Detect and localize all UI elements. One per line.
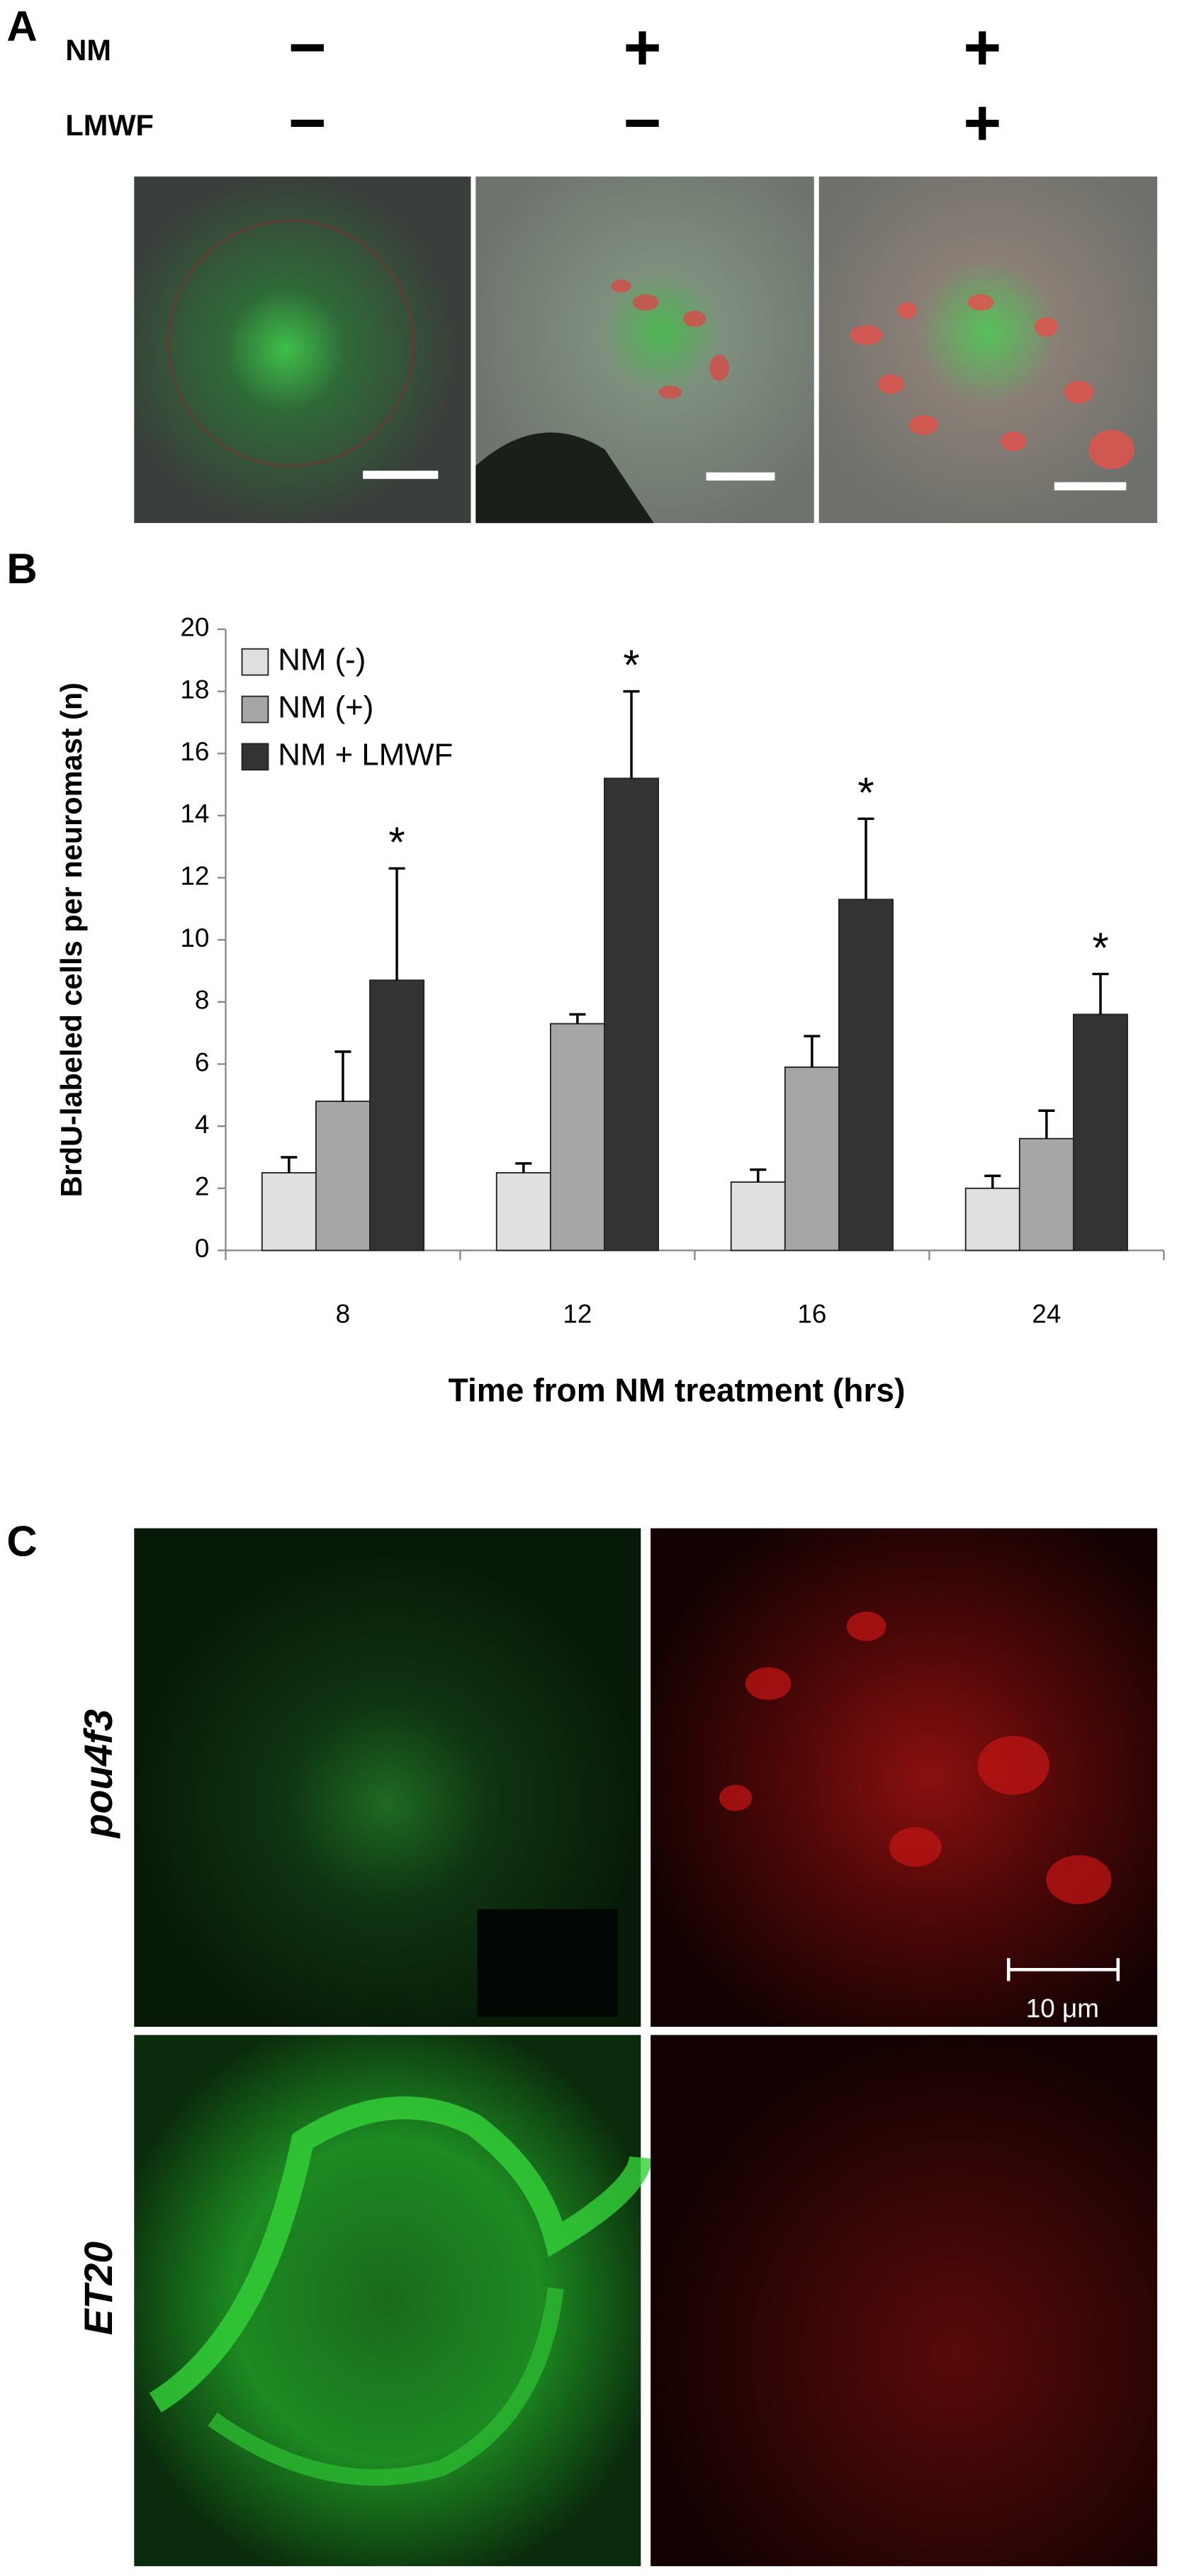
x-tick-label: 8 [336, 1299, 351, 1328]
y-tick-label: 14 [180, 799, 209, 828]
y-tick-label: 2 [195, 1172, 210, 1201]
micrograph-detail [850, 294, 1134, 469]
bar [1018, 1137, 1074, 1252]
row-label: NM [65, 33, 111, 67]
bar [315, 1101, 371, 1252]
y-tick-label: 8 [195, 986, 210, 1015]
x-tick-label: 24 [1032, 1299, 1061, 1328]
scale-bar [363, 471, 439, 479]
micrograph [651, 1528, 1158, 2027]
y-tick-label: 6 [195, 1047, 210, 1076]
x-tick-label: 16 [797, 1299, 826, 1328]
legend-label: NM + LMWF [278, 737, 453, 772]
y-tick-label: 16 [180, 737, 209, 766]
row-label: pou4f3 [77, 1709, 120, 1840]
x-tick-label: 12 [563, 1299, 592, 1328]
panel-label: C [6, 1517, 37, 1565]
row-label: LMWF [65, 108, 153, 142]
scale-bar [1054, 482, 1127, 490]
y-tick-label: 0 [195, 1234, 210, 1263]
y-tick-label: 10 [180, 923, 209, 952]
legend-swatch [241, 743, 269, 771]
bar [730, 1181, 786, 1252]
bar [369, 979, 425, 1252]
micrograph [651, 2035, 1158, 2567]
bar [964, 1187, 1020, 1252]
bar [1073, 1013, 1128, 1252]
legend-swatch [241, 648, 269, 676]
micrograph-detail [208, 2287, 564, 2486]
bar [784, 1066, 840, 1252]
bar [838, 899, 894, 1252]
bar [549, 1023, 605, 1252]
legend-label: NM (+) [278, 690, 373, 725]
bar [495, 1171, 551, 1252]
condition-sign: − [288, 10, 327, 84]
legend-label: NM (-) [278, 643, 366, 677]
bar [604, 777, 660, 1252]
panel-label: B [6, 545, 37, 592]
panel-label: A [6, 2, 37, 50]
condition-sign: + [963, 10, 1001, 84]
micrograph-detail [149, 2096, 653, 2413]
micrograph-detail [611, 279, 729, 399]
scale-bar-label: 10 μm [1026, 1994, 1099, 2023]
legend-swatch [241, 695, 269, 724]
condition-sign: + [963, 85, 1001, 159]
condition-sign: − [624, 85, 662, 159]
row-label: ET20 [77, 2242, 120, 2335]
significance-marker: * [857, 769, 874, 816]
y-tick-label: 18 [180, 675, 209, 704]
significance-marker: * [1092, 924, 1108, 972]
scale-bar [706, 472, 775, 481]
micrograph-detail [475, 432, 654, 524]
significance-marker: * [388, 819, 405, 866]
y-tick-label: 4 [195, 1110, 210, 1139]
micrograph-detail [477, 1908, 619, 2018]
micrograph-detail [167, 219, 415, 468]
micrograph [818, 176, 1158, 524]
bar [261, 1171, 317, 1252]
y-tick-label: 12 [180, 861, 209, 890]
condition-sign: − [288, 85, 327, 159]
condition-sign: + [624, 10, 662, 84]
significance-marker: * [623, 641, 639, 689]
x-axis-title: Time from NM treatment (hrs) [449, 1371, 906, 1408]
micrograph-detail [719, 1612, 1112, 1905]
y-axis-title: BrdU-labeled cells per neuromast (n) [55, 682, 88, 1197]
y-tick-label: 20 [180, 613, 209, 642]
